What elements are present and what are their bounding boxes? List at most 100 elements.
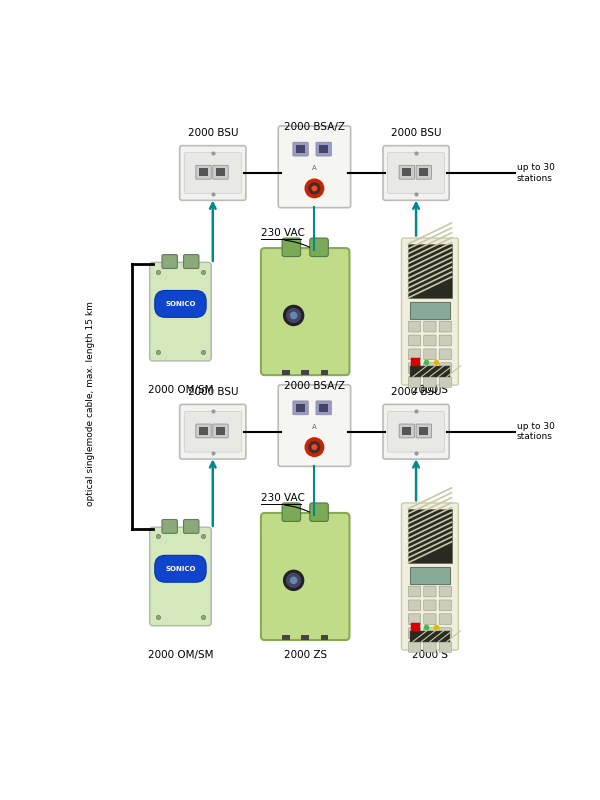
FancyBboxPatch shape (293, 401, 308, 414)
FancyBboxPatch shape (439, 642, 451, 652)
FancyBboxPatch shape (424, 600, 436, 610)
FancyBboxPatch shape (196, 424, 211, 438)
FancyBboxPatch shape (424, 628, 436, 638)
Bar (296, 404, 305, 412)
Circle shape (312, 186, 317, 190)
FancyBboxPatch shape (179, 146, 246, 200)
FancyBboxPatch shape (409, 335, 421, 346)
Text: 2000 BSU: 2000 BSU (188, 387, 238, 397)
FancyBboxPatch shape (439, 322, 451, 332)
FancyBboxPatch shape (424, 322, 436, 332)
FancyBboxPatch shape (196, 166, 211, 179)
Text: optical singlemode cable, max. length 15 km: optical singlemode cable, max. length 15… (86, 302, 95, 506)
FancyBboxPatch shape (424, 586, 436, 597)
FancyBboxPatch shape (310, 238, 328, 257)
FancyBboxPatch shape (388, 411, 445, 452)
FancyBboxPatch shape (409, 628, 421, 638)
FancyBboxPatch shape (409, 614, 421, 625)
Circle shape (309, 442, 320, 453)
FancyBboxPatch shape (399, 166, 415, 179)
Bar (402, 168, 412, 176)
FancyBboxPatch shape (439, 377, 451, 387)
FancyBboxPatch shape (401, 503, 458, 650)
Circle shape (305, 438, 323, 456)
Bar (199, 427, 208, 435)
Text: SONICO: SONICO (165, 301, 196, 307)
Text: A: A (312, 424, 317, 430)
Bar (407, 244, 452, 298)
FancyBboxPatch shape (439, 600, 451, 610)
Bar (282, 370, 290, 375)
FancyBboxPatch shape (213, 166, 228, 179)
Bar (410, 567, 450, 584)
Circle shape (284, 306, 304, 326)
Bar (296, 146, 305, 153)
Text: 2000 BSU: 2000 BSU (188, 128, 238, 138)
FancyBboxPatch shape (316, 401, 331, 414)
FancyBboxPatch shape (261, 248, 349, 375)
FancyBboxPatch shape (310, 503, 328, 522)
Circle shape (290, 578, 297, 583)
Circle shape (287, 309, 301, 322)
Bar (301, 370, 309, 375)
FancyBboxPatch shape (282, 503, 301, 522)
FancyBboxPatch shape (439, 628, 451, 638)
Text: up to 30
stations: up to 30 stations (517, 422, 555, 442)
FancyBboxPatch shape (409, 363, 421, 374)
Bar (301, 634, 309, 640)
Text: SONICO: SONICO (165, 566, 196, 572)
FancyBboxPatch shape (439, 614, 451, 625)
Bar (410, 302, 450, 319)
FancyBboxPatch shape (213, 424, 228, 438)
Bar (419, 168, 428, 176)
FancyBboxPatch shape (184, 254, 199, 269)
FancyBboxPatch shape (424, 349, 436, 360)
Bar (410, 366, 450, 377)
FancyBboxPatch shape (409, 586, 421, 597)
FancyBboxPatch shape (439, 363, 451, 374)
FancyBboxPatch shape (416, 166, 431, 179)
Bar (216, 427, 225, 435)
Circle shape (309, 183, 320, 194)
Text: 230 VAC: 230 VAC (260, 494, 304, 503)
FancyBboxPatch shape (439, 349, 451, 360)
Circle shape (287, 574, 301, 587)
FancyBboxPatch shape (439, 335, 451, 346)
FancyBboxPatch shape (401, 238, 458, 385)
Text: 2000 ZS: 2000 ZS (284, 385, 327, 394)
Text: 2000 OM/SM: 2000 OM/SM (148, 650, 213, 660)
FancyBboxPatch shape (293, 142, 308, 156)
Text: 2000 BSA/Z: 2000 BSA/Z (284, 122, 345, 132)
FancyBboxPatch shape (439, 586, 451, 597)
Circle shape (290, 312, 297, 318)
FancyBboxPatch shape (162, 519, 178, 534)
FancyBboxPatch shape (409, 642, 421, 652)
Text: 2000 OM/SM: 2000 OM/SM (148, 385, 213, 394)
FancyBboxPatch shape (179, 404, 246, 459)
Bar (410, 358, 420, 366)
FancyBboxPatch shape (261, 513, 349, 640)
FancyBboxPatch shape (399, 424, 415, 438)
Bar (320, 370, 328, 375)
Bar (216, 168, 225, 176)
FancyBboxPatch shape (424, 363, 436, 374)
Bar (319, 404, 328, 412)
FancyBboxPatch shape (409, 322, 421, 332)
FancyBboxPatch shape (162, 254, 178, 269)
FancyBboxPatch shape (409, 377, 421, 387)
Bar (319, 146, 328, 153)
Bar (407, 509, 452, 563)
FancyBboxPatch shape (184, 411, 241, 452)
FancyBboxPatch shape (149, 262, 211, 361)
Bar (419, 427, 428, 435)
Bar (199, 168, 208, 176)
FancyBboxPatch shape (409, 600, 421, 610)
Text: 230 VAC: 230 VAC (260, 229, 304, 238)
FancyBboxPatch shape (424, 642, 436, 652)
Text: up to 30
stations: up to 30 stations (517, 163, 555, 182)
FancyBboxPatch shape (383, 404, 449, 459)
FancyBboxPatch shape (184, 519, 199, 534)
Text: 2000 BSU: 2000 BSU (391, 387, 442, 397)
FancyBboxPatch shape (149, 527, 211, 626)
FancyBboxPatch shape (424, 377, 436, 387)
